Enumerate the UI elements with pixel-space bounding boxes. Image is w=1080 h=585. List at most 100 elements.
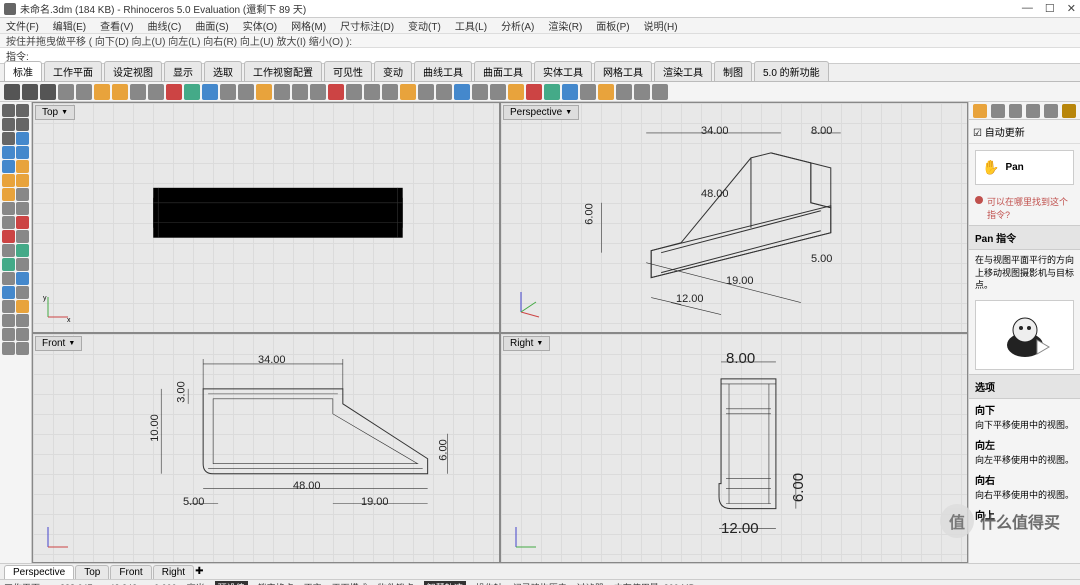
viewport-tab[interactable]: Top <box>75 565 109 579</box>
panel-tab[interactable] <box>1062 104 1076 118</box>
toolbar-button[interactable] <box>580 84 596 100</box>
tool-button[interactable] <box>16 258 29 271</box>
tool-button[interactable] <box>16 118 29 131</box>
panel-tab[interactable] <box>1044 104 1058 118</box>
panel-tab[interactable] <box>973 104 987 118</box>
status-toggle[interactable]: 操作轴 <box>476 581 503 585</box>
close-button[interactable]: ✕ <box>1067 2 1076 15</box>
tool-button[interactable] <box>16 160 29 173</box>
toolbar-tab[interactable]: 变动 <box>374 61 412 81</box>
toolbar-tab[interactable]: 网格工具 <box>594 61 652 81</box>
tool-button[interactable] <box>16 300 29 313</box>
tool-button[interactable] <box>16 216 29 229</box>
status-toggle[interactable]: 预设值 <box>215 581 248 585</box>
toolbar-button[interactable] <box>598 84 614 100</box>
menu-item[interactable]: 文件(F) <box>6 18 39 33</box>
tool-button[interactable] <box>16 272 29 285</box>
toolbar-button[interactable] <box>76 84 92 100</box>
menu-item[interactable]: 查看(V) <box>100 18 133 33</box>
toolbar-button[interactable] <box>184 84 200 100</box>
maximize-button[interactable]: ☐ <box>1045 2 1055 15</box>
toolbar-button[interactable] <box>22 84 38 100</box>
panel-tab[interactable] <box>1009 104 1023 118</box>
tool-button[interactable] <box>2 258 15 271</box>
viewport-right[interactable]: Right▼ 8.00 <box>501 334 967 563</box>
toolbar-button[interactable] <box>508 84 524 100</box>
toolbar-tab[interactable]: 制图 <box>714 61 752 81</box>
tool-button[interactable] <box>16 230 29 243</box>
toolbar-button[interactable] <box>400 84 416 100</box>
toolbar-tab[interactable]: 标准 <box>4 61 42 81</box>
status-toggle[interactable]: 内存使用量: 300 MB <box>614 581 695 585</box>
toolbar-button[interactable] <box>310 84 326 100</box>
command-input[interactable] <box>33 50 1074 61</box>
tool-button[interactable] <box>16 328 29 341</box>
toolbar-button[interactable] <box>490 84 506 100</box>
toolbar-button[interactable] <box>238 84 254 100</box>
tool-button[interactable] <box>2 188 15 201</box>
tool-button[interactable] <box>2 146 15 159</box>
status-toggle[interactable]: 物件锁点 <box>378 581 414 585</box>
menu-item[interactable]: 说明(H) <box>644 18 678 33</box>
menu-item[interactable]: 工具(L) <box>455 18 487 33</box>
viewport-label-top[interactable]: Top▼ <box>35 105 75 120</box>
toolbar-button[interactable] <box>616 84 632 100</box>
viewport-front[interactable]: Front▼ 34.00 3.00 10.00 48. <box>33 334 499 563</box>
tool-button[interactable] <box>2 230 15 243</box>
tool-button[interactable] <box>16 286 29 299</box>
toolbar-tab[interactable]: 曲线工具 <box>414 61 472 81</box>
toolbar-button[interactable] <box>220 84 236 100</box>
toolbar-button[interactable] <box>274 84 290 100</box>
toolbar-button[interactable] <box>130 84 146 100</box>
tool-button[interactable] <box>2 244 15 257</box>
toolbar-tab[interactable]: 实体工具 <box>534 61 592 81</box>
toolbar-button[interactable] <box>544 84 560 100</box>
toolbar-button[interactable] <box>418 84 434 100</box>
menu-item[interactable]: 网格(M) <box>291 18 326 33</box>
toolbar-button[interactable] <box>4 84 20 100</box>
tool-button[interactable] <box>2 300 15 313</box>
toolbar-button[interactable] <box>562 84 578 100</box>
toolbar-button[interactable] <box>652 84 668 100</box>
toolbar-tab[interactable]: 可见性 <box>324 61 372 81</box>
tool-button[interactable] <box>16 146 29 159</box>
menu-item[interactable]: 面板(P) <box>596 18 629 33</box>
toolbar-button[interactable] <box>112 84 128 100</box>
tool-button[interactable] <box>16 132 29 145</box>
viewport-label-front[interactable]: Front▼ <box>35 336 82 351</box>
toolbar-tab[interactable]: 选取 <box>204 61 242 81</box>
tool-button[interactable] <box>2 272 15 285</box>
help-hint[interactable]: 可以在哪里找到这个指令? <box>969 191 1080 225</box>
status-toggle[interactable]: 正交 <box>304 581 322 585</box>
toolbar-button[interactable] <box>202 84 218 100</box>
tool-button[interactable] <box>16 314 29 327</box>
toolbar-tab[interactable]: 工作平面 <box>44 61 102 81</box>
tool-button[interactable] <box>2 132 15 145</box>
toolbar-tab[interactable]: 显示 <box>164 61 202 81</box>
toolbar-button[interactable] <box>526 84 542 100</box>
status-toggle[interactable]: 智慧轨迹 <box>424 581 466 585</box>
help-video[interactable] <box>975 300 1074 370</box>
tool-button[interactable] <box>2 342 15 355</box>
tool-button[interactable] <box>2 160 15 173</box>
menu-item[interactable]: 曲面(S) <box>195 18 228 33</box>
toolbar-button[interactable] <box>256 84 272 100</box>
menu-item[interactable]: 尺寸标注(D) <box>340 18 394 33</box>
pan-option[interactable]: 向左向左平移使用中的视图。 <box>969 434 1080 469</box>
auto-update-checkbox[interactable]: ☑ 自动更新 <box>969 120 1080 144</box>
viewport-tab[interactable]: Right <box>153 565 194 579</box>
viewport-label-right[interactable]: Right▼ <box>503 336 550 351</box>
menu-item[interactable]: 分析(A) <box>501 18 534 33</box>
tool-button[interactable] <box>2 202 15 215</box>
toolbar-button[interactable] <box>472 84 488 100</box>
viewport-top[interactable]: Top▼ yx <box>33 103 499 332</box>
tool-button[interactable] <box>16 244 29 257</box>
tool-button[interactable] <box>2 174 15 187</box>
menu-item[interactable]: 变动(T) <box>408 18 441 33</box>
menu-item[interactable]: 编辑(E) <box>53 18 86 33</box>
menu-item[interactable]: 实体(O) <box>243 18 277 33</box>
tool-button[interactable] <box>2 328 15 341</box>
toolbar-tab[interactable]: 工作视窗配置 <box>244 61 322 81</box>
toolbar-button[interactable] <box>382 84 398 100</box>
tool-button[interactable] <box>2 286 15 299</box>
